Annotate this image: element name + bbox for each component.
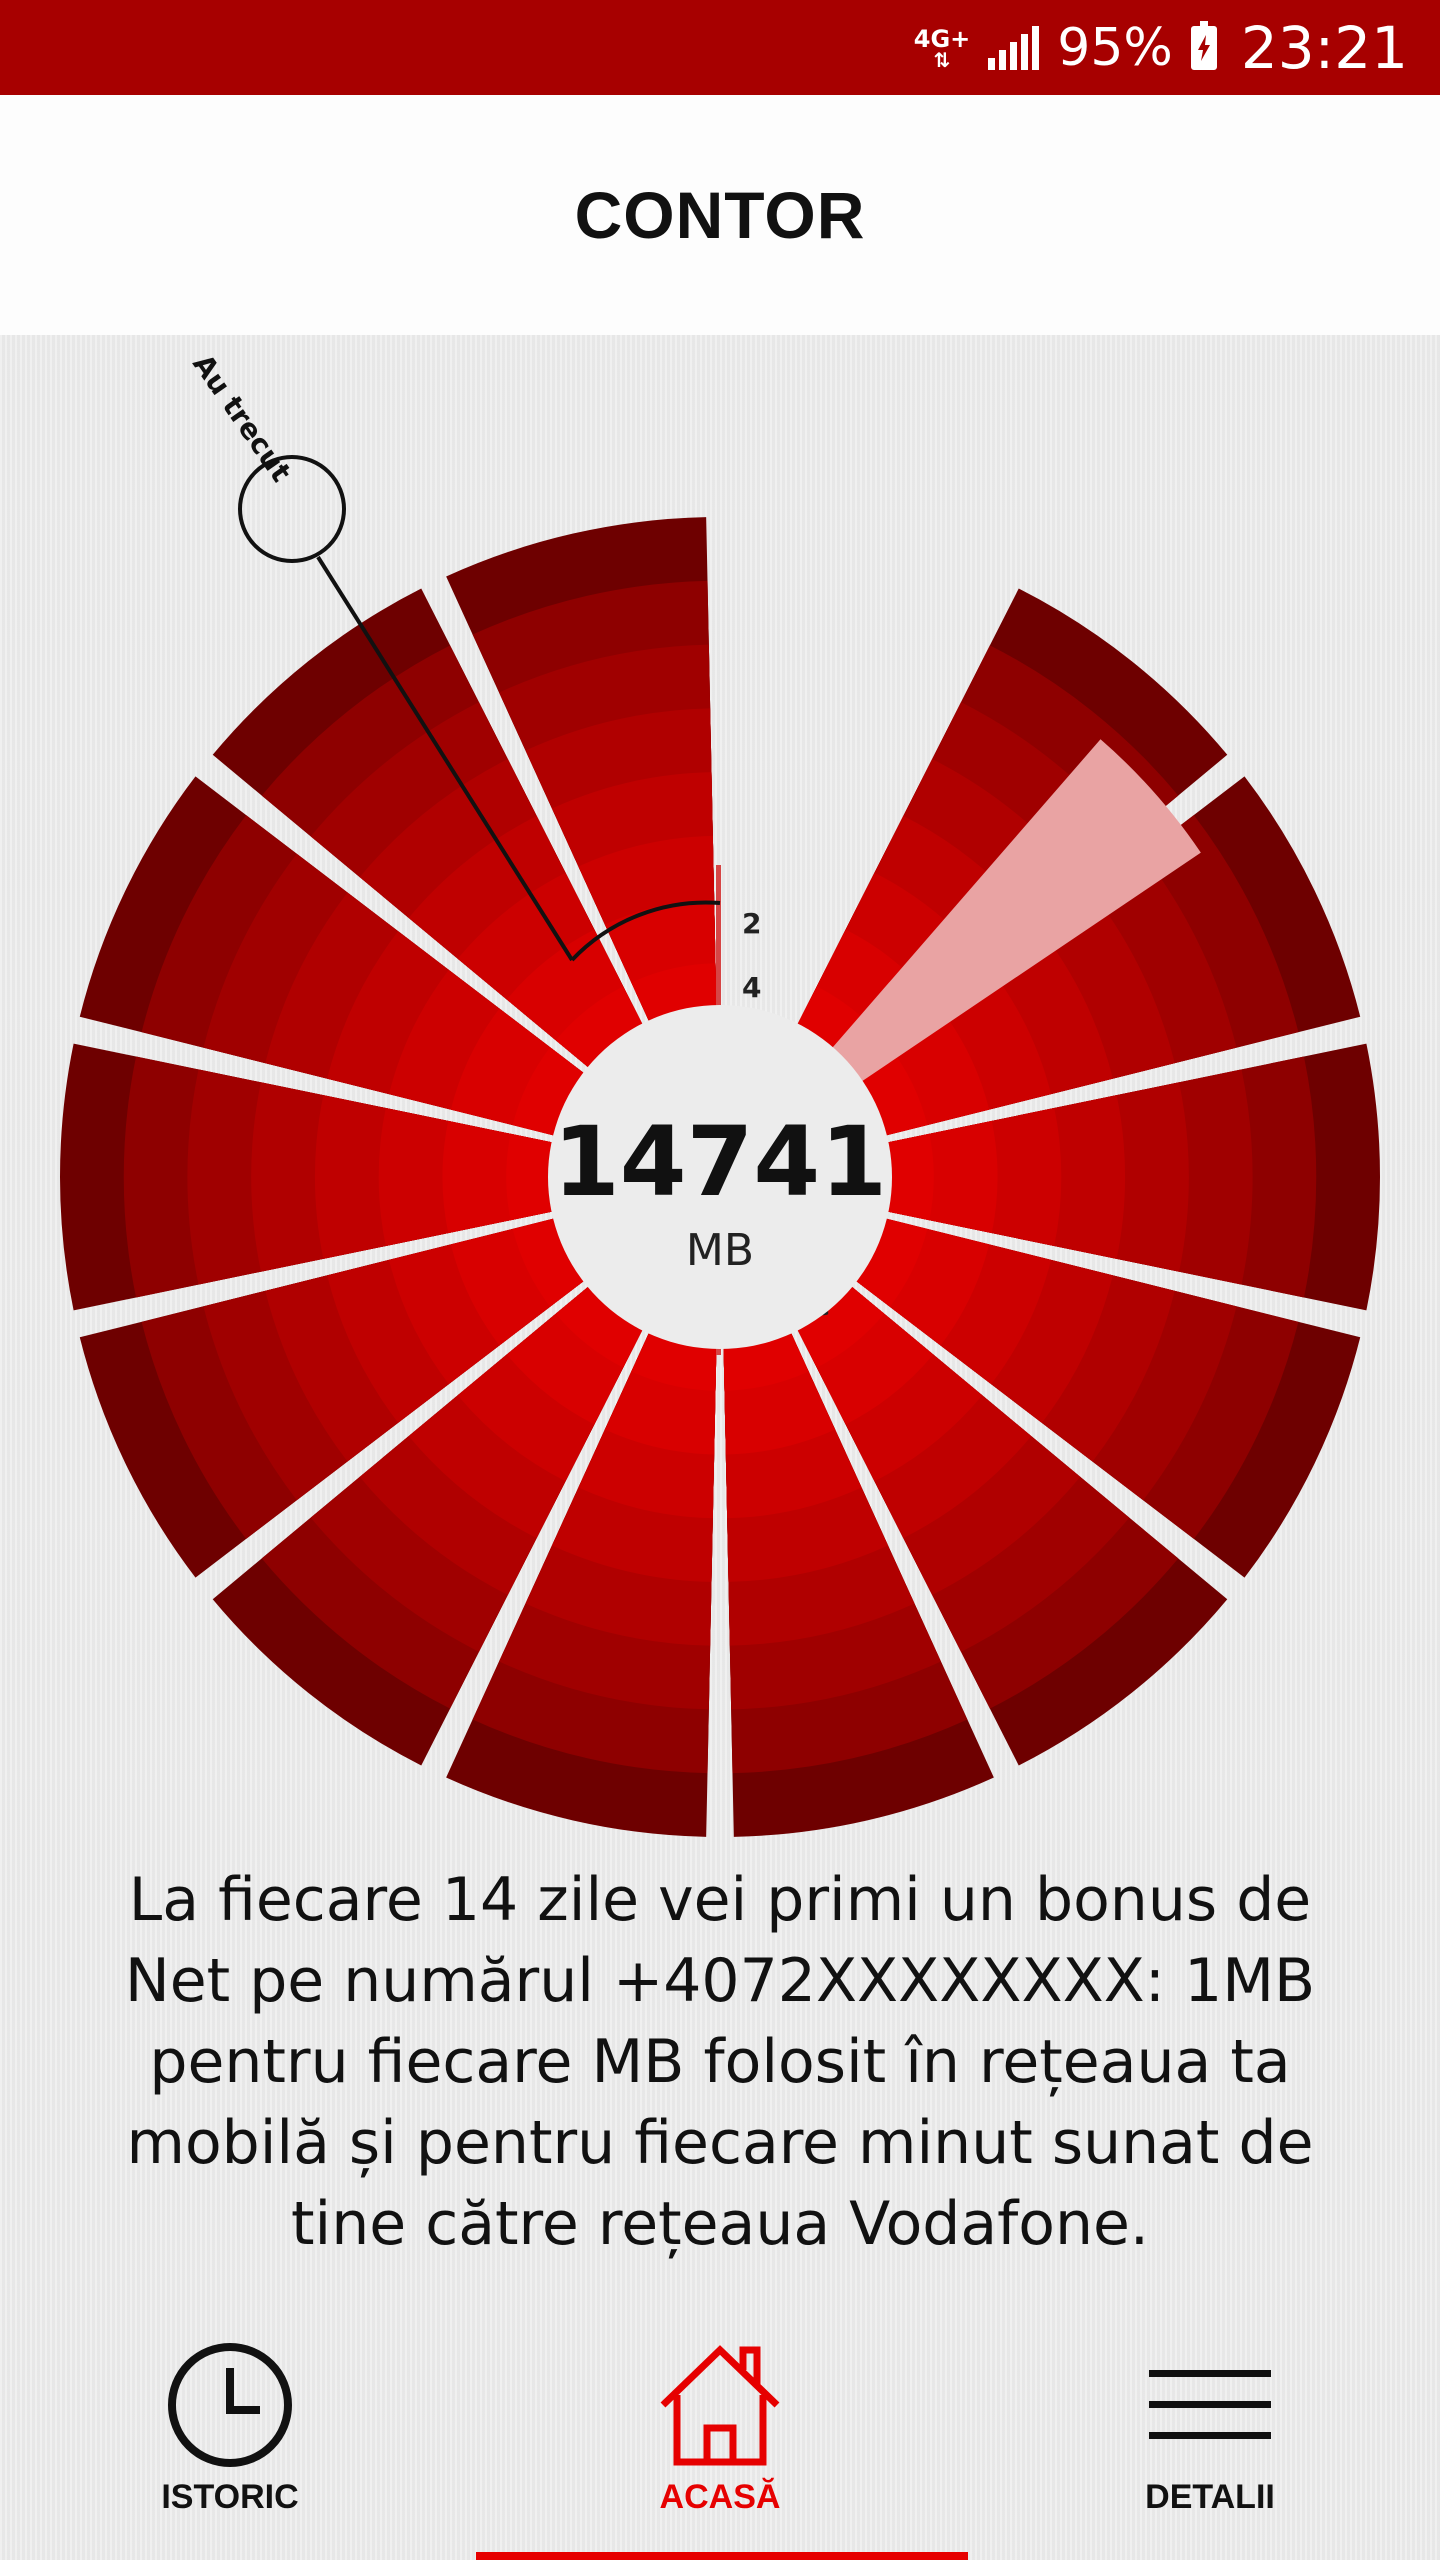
nav-istoric[interactable]: ISTORIC bbox=[100, 2340, 360, 2517]
nav-detalii[interactable]: DETALII bbox=[1080, 2340, 1340, 2517]
clock-icon bbox=[168, 2343, 292, 2467]
center-value: 14741 bbox=[553, 1106, 887, 1218]
chart-segments bbox=[60, 517, 1380, 1837]
signal-bars-icon bbox=[988, 25, 1040, 70]
nav-istoric-label: ISTORIC bbox=[161, 2478, 299, 2516]
bottom-navigation: ISTORIC ACASĂ DETALII bbox=[0, 2300, 1440, 2560]
past-indicator-icon bbox=[238, 455, 346, 563]
past-label: Au trecut bbox=[186, 348, 298, 488]
nav-acasa-label: ACASĂ bbox=[659, 2478, 781, 2516]
nav-detalii-label: DETALII bbox=[1145, 2478, 1275, 2516]
page-title: CONTOR bbox=[574, 178, 866, 252]
main-content: 2468101214zile Au trecut 14741 MB La fie… bbox=[0, 335, 1440, 2560]
bonus-description: La fiecare 14 zile vei primi un bonus de… bbox=[124, 1865, 1316, 2259]
scale-label: 2 bbox=[742, 907, 761, 940]
status-bar: 4G+ ⇅ 95% 23:21 bbox=[0, 0, 1440, 95]
chart-highlight-segment bbox=[818, 739, 1201, 1094]
home-icon bbox=[660, 2345, 780, 2466]
center-circle bbox=[548, 1005, 892, 1349]
clock-time: 23:21 bbox=[1240, 13, 1408, 82]
network-type: 4G+ ⇅ bbox=[913, 24, 971, 72]
scale-label: 4 bbox=[742, 971, 761, 1004]
usage-radial-chart: 2468101214zile Au trecut 14741 MB bbox=[60, 348, 1380, 1837]
battery-charging-icon bbox=[1190, 20, 1217, 70]
menu-icon bbox=[1149, 2370, 1271, 2439]
page-header: CONTOR bbox=[0, 95, 1440, 335]
battery-percent: 95% bbox=[1057, 17, 1173, 78]
nav-acasa[interactable]: ACASĂ bbox=[590, 2340, 850, 2517]
active-tab-indicator bbox=[476, 2552, 968, 2560]
center-unit: MB bbox=[686, 1225, 754, 1276]
